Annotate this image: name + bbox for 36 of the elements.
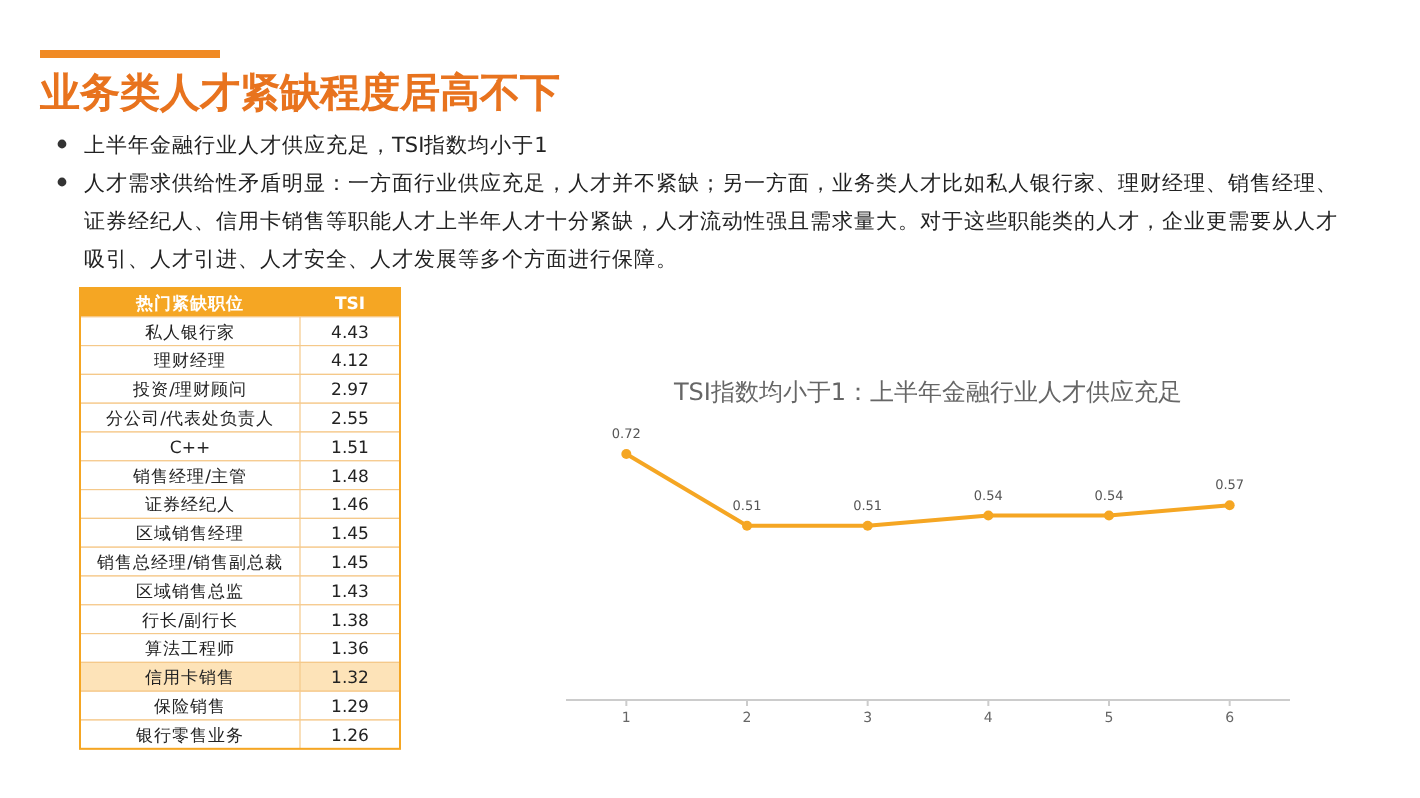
text: 人才需求供给性矛盾明显：一方面行业供应充足，人才并不紧缺；另一方面，业务类人才比如私人银行家、理财经理、销售经理、证券经纪人、信用卡销售等职能人才上半年人才十分紧缺，人才流动性强且需求量大。对于这些职能类的人才，企业更需要从人才吸引、人才引进、人才安全、人才发展等多个方面进行保障。 [84, 170, 1338, 272]
text: 热门紧缺职位 [134, 292, 244, 315]
data-label: 1.38 [331, 611, 369, 632]
category-label: C++ [169, 438, 211, 459]
category-label: 行长/副行长 [142, 609, 238, 632]
data-label: 1.45 [331, 554, 369, 574]
text: TSI [334, 294, 366, 315]
category-label: 保险销售 [154, 696, 226, 718]
text: 上半年金融行业人才供应充足，TSI指数均小于1 [84, 132, 548, 158]
data-label: 2.97 [331, 381, 369, 402]
category-label: 理财经理 [154, 350, 226, 373]
category-label: 信用卡销售 [145, 667, 235, 690]
category-label: 证券经纪人 [145, 494, 235, 517]
data-label: 1.43 [331, 582, 369, 603]
data-label: 1.51 [331, 438, 369, 459]
data-label: 2.55 [331, 410, 369, 430]
data-label: 1.29 [331, 698, 369, 718]
category-label: 区域销售经理 [136, 523, 244, 546]
data-label: 1.46 [331, 496, 369, 517]
category-label: 私人银行家 [145, 321, 235, 344]
data-label: 1.36 [331, 640, 369, 661]
category-label: 算法工程师 [145, 638, 235, 661]
category-label: 银行零售业务 [134, 724, 244, 747]
chart-title: TSI指数均小于1：上半年金融行业人才供应充足 [671, 378, 1183, 406]
data-label: 1.45 [331, 525, 369, 546]
text: 业务类人才紧缺程度居高不下 [38, 68, 560, 116]
data-label: 1.26 [331, 726, 369, 747]
category-label: 销售总经理/销售副总裁 [95, 552, 283, 574]
category-label: 投资/理财顾问 [131, 379, 247, 402]
data-label: 1.48 [331, 467, 369, 488]
data-label: 4.43 [331, 323, 369, 344]
category-label: 销售经理/主管 [131, 465, 247, 488]
category-label: 区域销售总监 [136, 580, 244, 603]
data-label: 4.12 [331, 352, 369, 373]
data-label: 1.32 [331, 669, 369, 690]
category-label: 分公司/代表处负责人 [106, 408, 274, 430]
